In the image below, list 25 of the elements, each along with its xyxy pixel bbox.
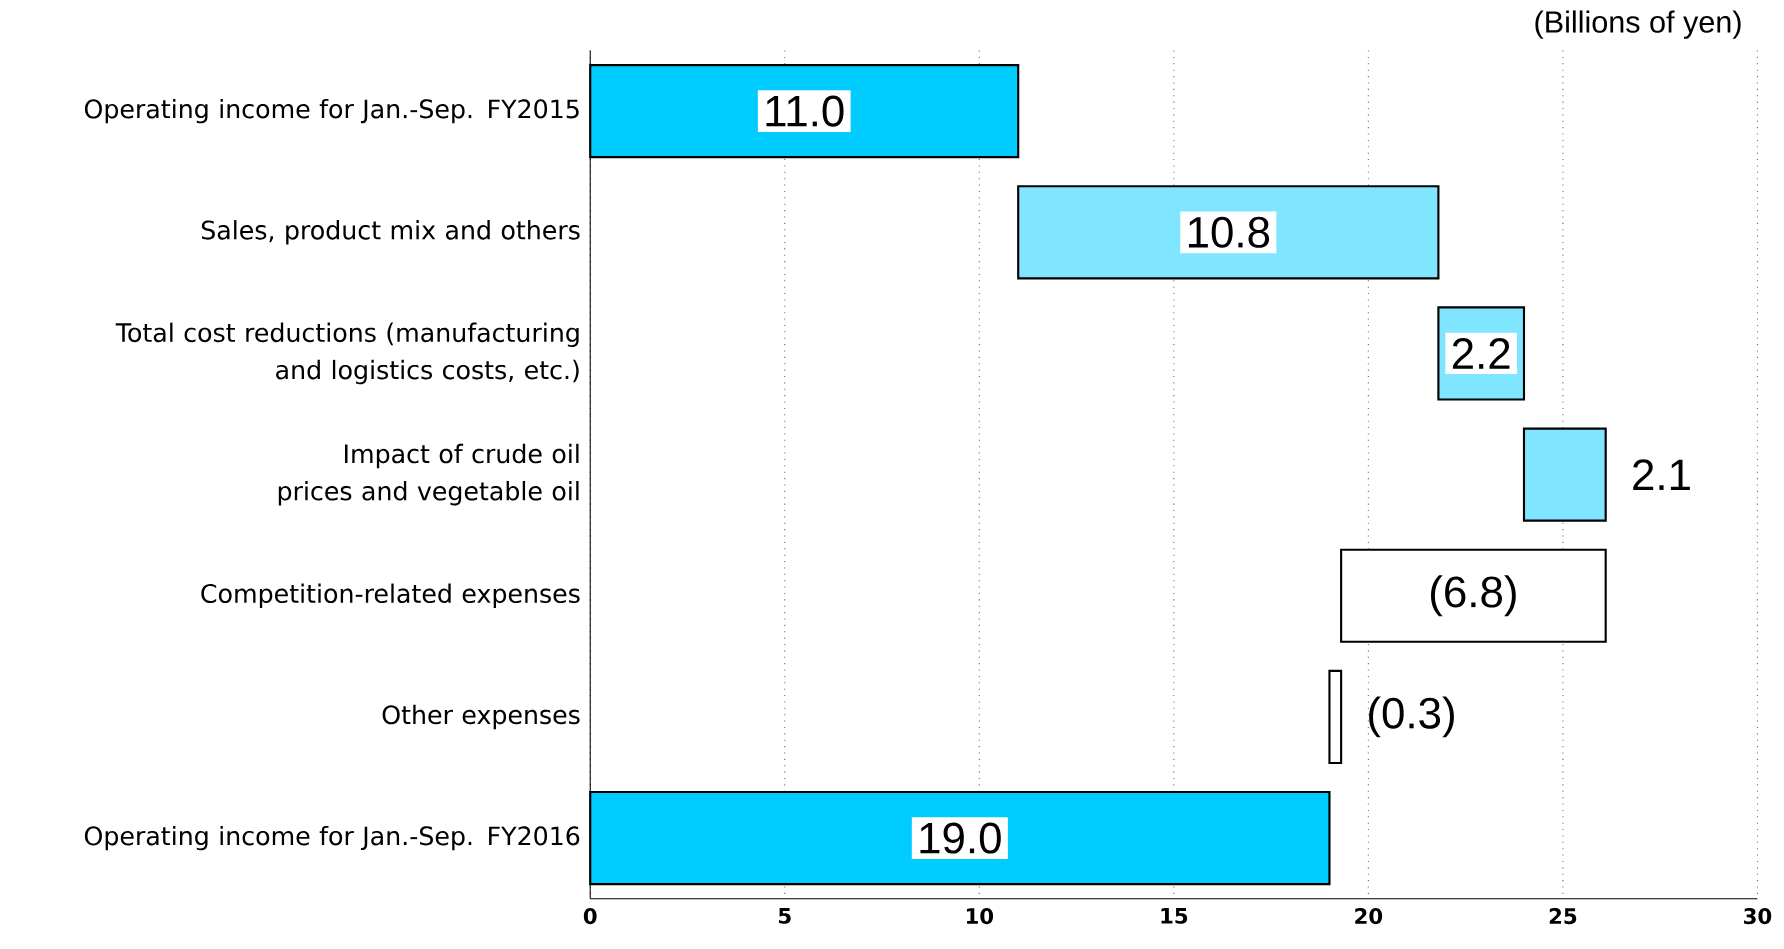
x-tick-label: 0 <box>583 907 597 925</box>
y-tick-label: Sales, product mix and others <box>201 220 580 245</box>
y-tick-label: Operating income for Jan.-Sep. FY2015 <box>84 98 579 124</box>
data-label: 19.0 <box>920 822 1001 854</box>
bar <box>1017 185 1440 280</box>
bar <box>1522 427 1607 522</box>
data-label: (0.3) <box>1369 696 1454 738</box>
text: (Billions of yen) <box>1535 10 1741 39</box>
y-tick-label: Total cost reductions (manufacturing and logistics costs, etc.) <box>115 322 579 385</box>
data-label: 11.0 <box>766 95 844 127</box>
data-label: 2.1 <box>1633 459 1690 490</box>
y-tick-label: Competition-related expenses <box>201 583 580 608</box>
y-tick-label: Impact of crude oil prices and vegetable oil <box>278 443 579 506</box>
x-tick-label: 25 <box>1549 907 1577 925</box>
x-tick-label: 10 <box>966 907 994 925</box>
data-label: 10.8 <box>1188 216 1270 248</box>
y-tick-label: Operating income for Jan.-Sep. FY2016 <box>84 825 580 851</box>
x-tick-label: 15 <box>1161 907 1188 924</box>
y-tick-label: Other expenses <box>382 704 580 730</box>
x-tick-label: 5 <box>778 907 791 924</box>
data-label: 2.2 <box>1452 338 1510 369</box>
x-tick-label: 20 <box>1355 907 1383 925</box>
data-label: (6.8) <box>1431 575 1516 617</box>
x-tick-label: 30 <box>1744 907 1772 925</box>
bar <box>1328 669 1343 764</box>
